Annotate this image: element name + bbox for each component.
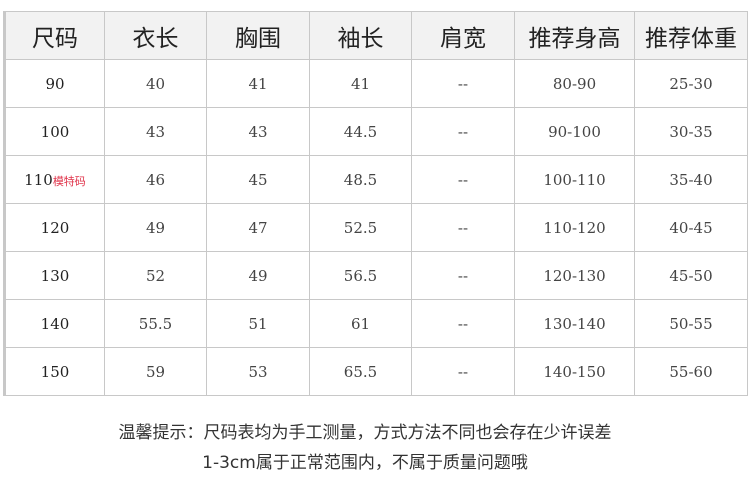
table-cell: 47 <box>206 203 310 252</box>
table-cell: 56.5 <box>309 251 412 300</box>
table-cell: 45 <box>206 155 310 204</box>
table-cell: 41 <box>309 59 412 108</box>
table-cell: -- <box>411 251 515 300</box>
table-cell: 100-110 <box>514 155 635 204</box>
column-header: 肩宽 <box>411 11 515 60</box>
table-row: 90 40 41 41 -- 80-90 25-30 <box>4 59 748 108</box>
table-cell: 41 <box>206 59 310 108</box>
table-cell: 80-90 <box>514 59 635 108</box>
size-chart-table: 尺码 衣长 胸围 袖长 肩宽 推荐身高 推荐体重 90 40 41 41 -- 80-90 25-30 1… <box>3 11 748 396</box>
table-row: 110模特码 46 45 48.5 -- 100-110 35-40 <box>4 155 748 204</box>
table-row: 120 49 47 52.5 -- 110-120 40-45 <box>4 203 748 252</box>
table-row: 150 59 53 65.5 -- 140-150 55-60 <box>4 347 748 396</box>
table-cell: 25-30 <box>634 59 748 108</box>
table-cell: 51 <box>206 299 310 348</box>
size-value: 140 <box>40 314 70 333</box>
size-value: 90 <box>45 74 65 93</box>
table-cell: -- <box>411 155 515 204</box>
table-cell: 35-40 <box>634 155 748 204</box>
size-cell: 100 <box>4 107 105 156</box>
table-cell: 46 <box>104 155 207 204</box>
column-header: 衣长 <box>104 11 207 60</box>
table-cell: -- <box>411 107 515 156</box>
size-cell: 150 <box>4 347 105 396</box>
table-cell: 45-50 <box>634 251 748 300</box>
column-header: 推荐身高 <box>514 11 635 60</box>
column-header: 推荐体重 <box>634 11 748 60</box>
table-cell: 110-120 <box>514 203 635 252</box>
table-cell: 61 <box>309 299 412 348</box>
table-cell: 44.5 <box>309 107 412 156</box>
table-cell: -- <box>411 299 515 348</box>
table-row: 130 52 49 56.5 -- 120-130 45-50 <box>4 251 748 300</box>
table-cell: 55-60 <box>634 347 748 396</box>
column-header: 袖长 <box>309 11 412 60</box>
table-row: 100 43 43 44.5 -- 90-100 30-35 <box>4 107 748 156</box>
table-cell: 50-55 <box>634 299 748 348</box>
table-cell: 52.5 <box>309 203 412 252</box>
table-cell: 55.5 <box>104 299 207 348</box>
table-cell: 43 <box>206 107 310 156</box>
size-value: 130 <box>40 266 70 285</box>
table-cell: 40-45 <box>634 203 748 252</box>
note-line-1: 温馨提示：尺码表均为手工测量，方式方法不同也会存在少许误差 <box>118 423 612 443</box>
size-value: 150 <box>40 362 70 381</box>
table-cell: 43 <box>104 107 207 156</box>
table-cell: 59 <box>104 347 207 396</box>
size-cell: 130 <box>4 251 105 300</box>
size-cell: 140 <box>4 299 105 348</box>
table-row: 140 55.5 51 61 -- 130-140 50-55 <box>4 299 748 348</box>
size-value: 110 <box>24 170 53 189</box>
table-cell: 49 <box>206 251 310 300</box>
table-cell: 90-100 <box>514 107 635 156</box>
note-line-2: 1-3cm属于正常范围内，不属于质量问题哦 <box>202 453 528 473</box>
size-cell: 90 <box>4 59 105 108</box>
table-cell: 130-140 <box>514 299 635 348</box>
table-cell: 65.5 <box>309 347 412 396</box>
table-cell: 120-130 <box>514 251 635 300</box>
table-cell: 30-35 <box>634 107 748 156</box>
table-cell: -- <box>411 203 515 252</box>
column-header: 胸围 <box>206 11 310 60</box>
table-cell: 52 <box>104 251 207 300</box>
size-cell: 120 <box>4 203 105 252</box>
header-row: 尺码 衣长 胸围 袖长 肩宽 推荐身高 推荐体重 <box>4 11 748 60</box>
size-value: 120 <box>40 218 70 237</box>
table-cell: 40 <box>104 59 207 108</box>
column-header: 尺码 <box>4 11 105 60</box>
table-cell: 140-150 <box>514 347 635 396</box>
model-size-tag: 模特码 <box>52 174 86 188</box>
size-value: 100 <box>40 122 70 141</box>
table-cell: 53 <box>206 347 310 396</box>
size-cell: 110模特码 <box>4 155 105 204</box>
table-cell: 48.5 <box>309 155 412 204</box>
table-cell: -- <box>411 347 515 396</box>
table-cell: 49 <box>104 203 207 252</box>
table-cell: -- <box>411 59 515 108</box>
